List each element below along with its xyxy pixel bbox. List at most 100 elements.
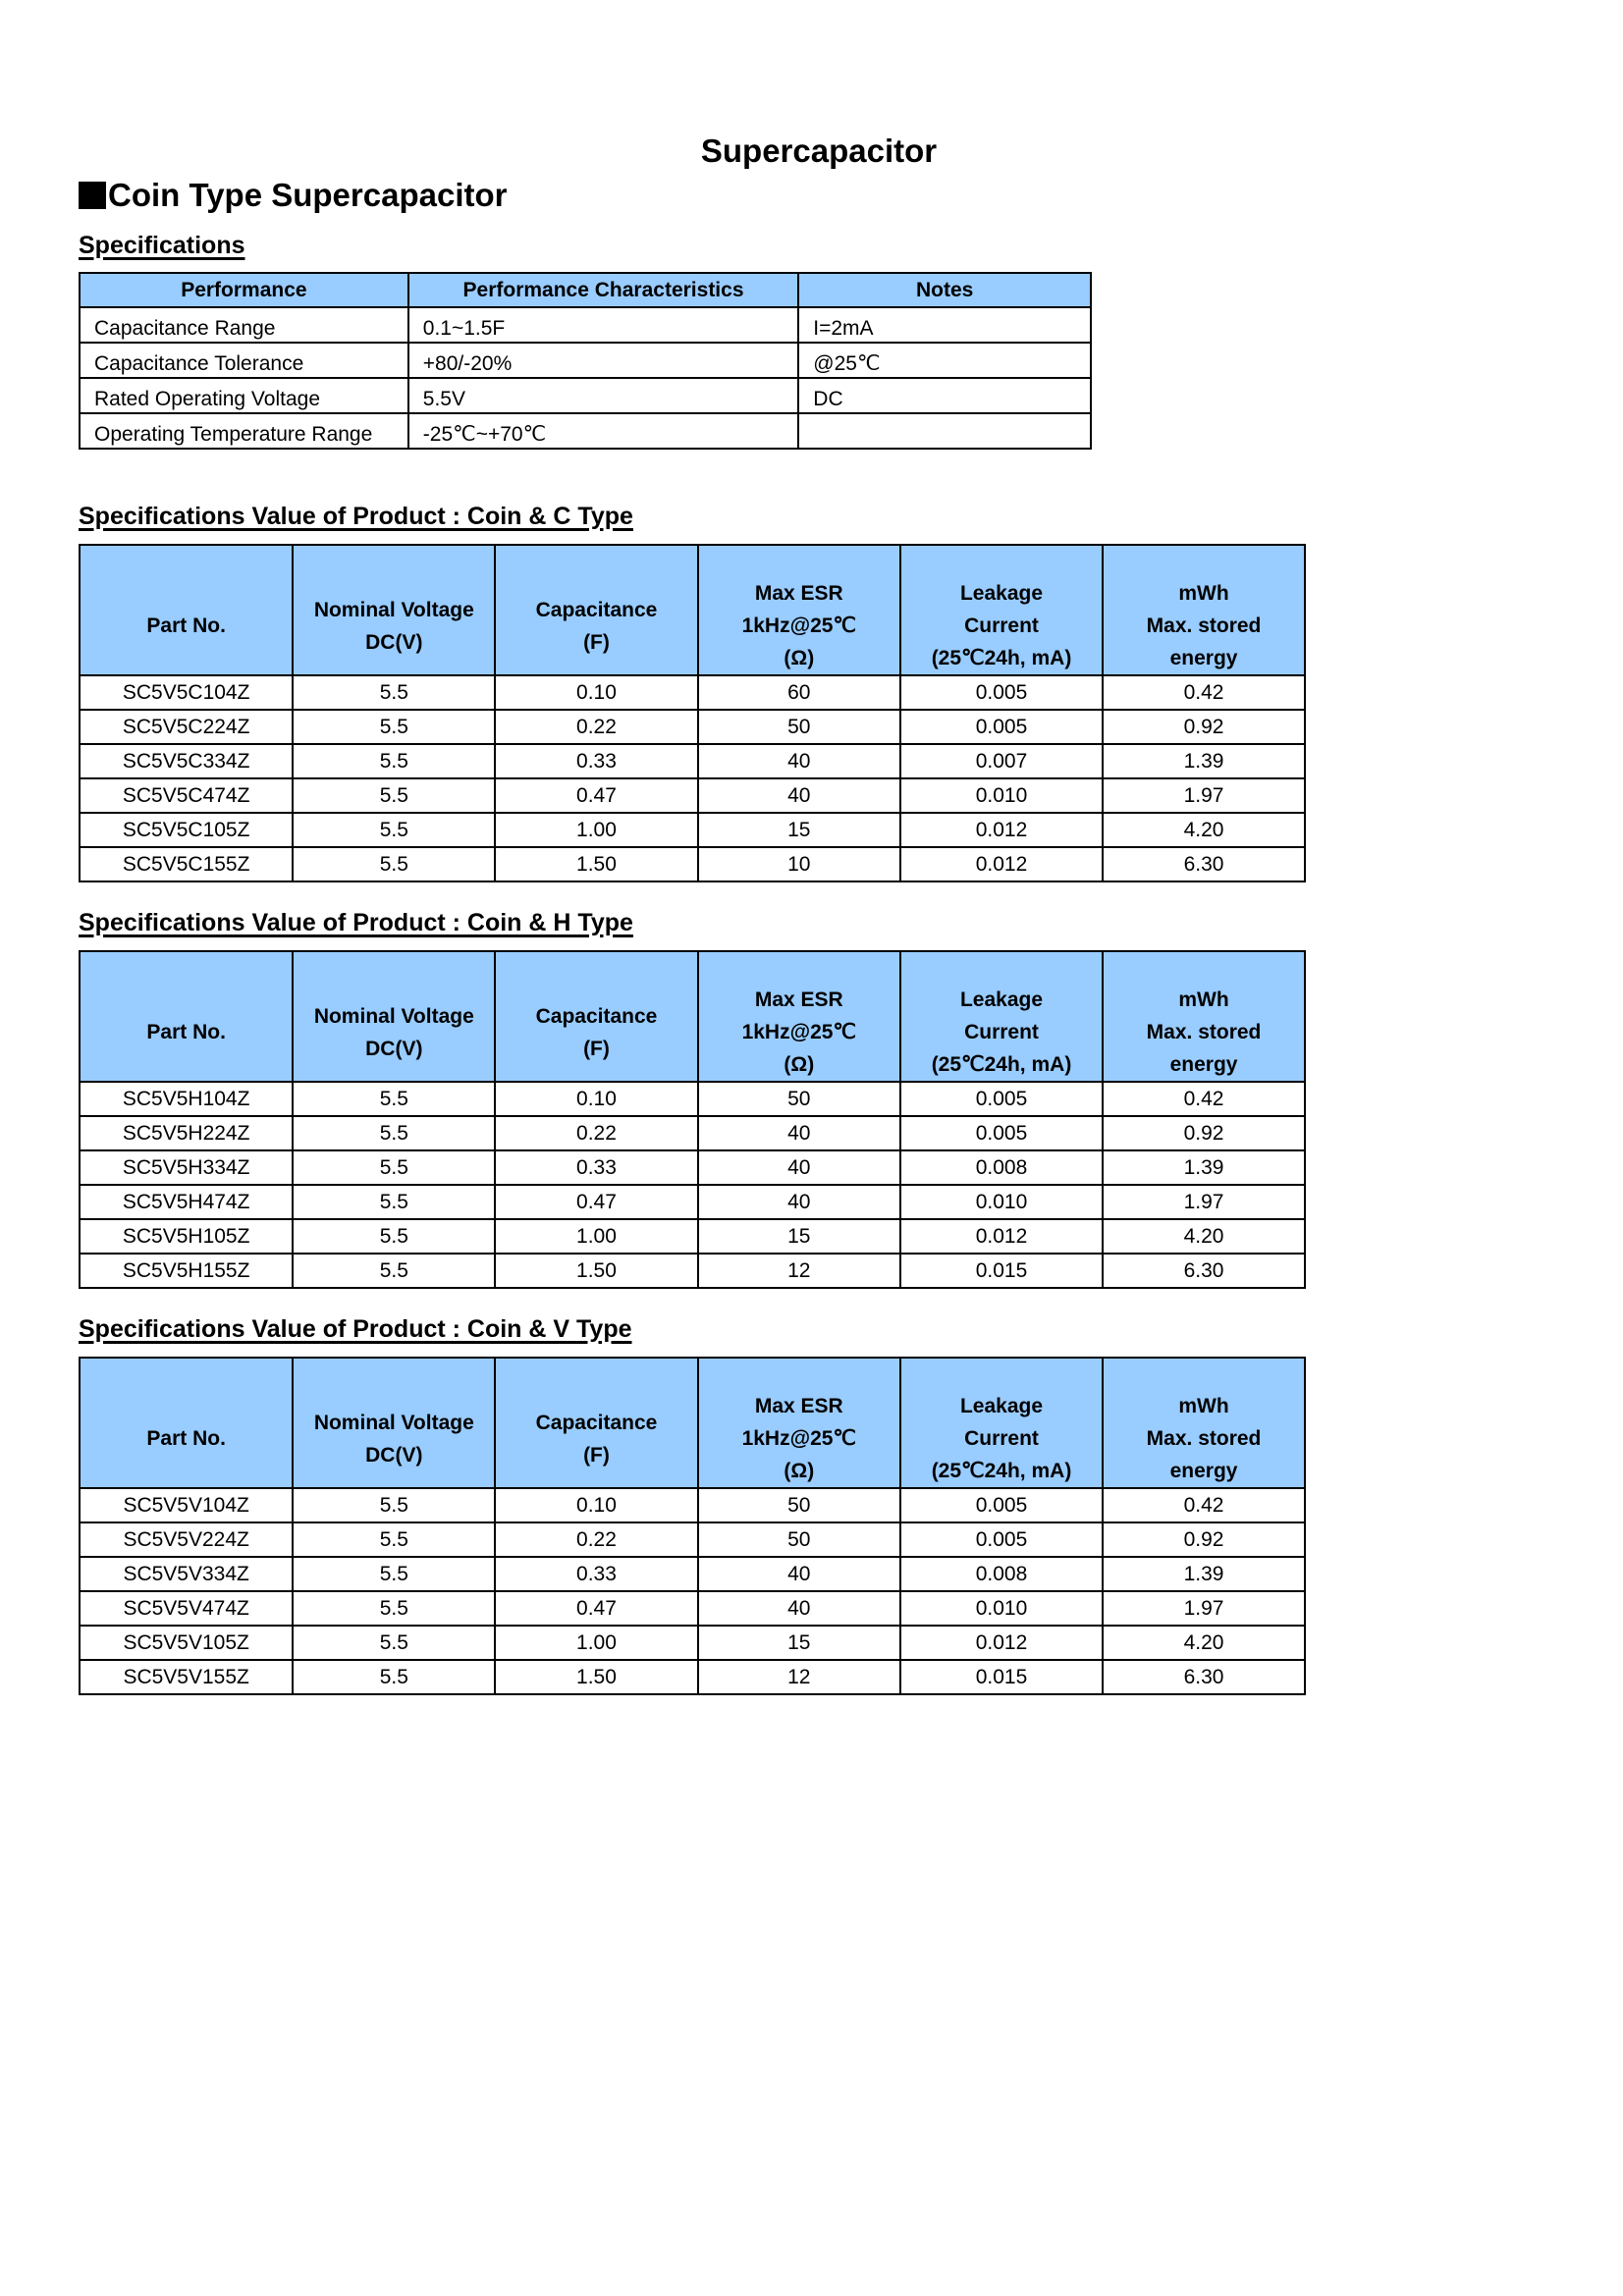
column-header-line: Leakage <box>959 582 1044 605</box>
table-cell: SC5V5V474Z <box>78 1590 295 1627</box>
column-header-line: Current <box>964 1021 1039 1043</box>
table-cell: 40 <box>696 1590 901 1627</box>
table-row: SC5V5H104Z 5.5 0.10 50 0.005 0.42 <box>78 1081 1306 1117</box>
table-row: SC5V5C224Z 5.5 0.22 50 0.005 0.92 <box>78 709 1306 745</box>
column-header-line: (25℃24h, mA) <box>931 647 1072 669</box>
table-cell: 5.5 <box>292 1522 497 1558</box>
table-cell: 0.22 <box>494 1522 699 1558</box>
table-cell: 0.005 <box>898 674 1105 711</box>
table-row: SC5V5V104Z 5.5 0.10 50 0.005 0.42 <box>78 1487 1306 1523</box>
table-cell: 5.5 <box>292 709 497 745</box>
column-header: Performance Characteristics <box>406 272 800 308</box>
table-cell: 5.5 <box>292 1590 497 1627</box>
table-cell: 0.33 <box>494 1556 699 1592</box>
table-row: SC5V5H155Z 5.5 1.50 12 0.015 6.30 <box>78 1253 1306 1289</box>
column-header: Max ESR 1kHz@25℃ (Ω) <box>696 1357 901 1489</box>
table-cell: 0.007 <box>898 743 1105 779</box>
table-cell: I=2mA <box>797 306 1092 344</box>
column-header: mWh Max. stored energy <box>1102 544 1306 676</box>
column-header-line: (Ω) <box>784 1460 815 1482</box>
table-cell: SC5V5C334Z <box>78 743 295 779</box>
table-cell: Rated Operating Voltage <box>79 377 409 414</box>
table-cell: 1.00 <box>494 812 699 848</box>
table-cell: 5.5 <box>292 777 497 814</box>
table-cell: 0.33 <box>494 743 699 779</box>
table-cell: 5.5 <box>292 1115 497 1151</box>
table-cell: 6.30 <box>1102 846 1306 882</box>
table-cell: 40 <box>696 1556 901 1592</box>
column-header-line: 1kHz@25℃ <box>741 1427 857 1450</box>
table-row: SC5V5V334Z 5.5 0.33 40 0.008 1.39 <box>78 1556 1306 1592</box>
table-cell: 0.1~1.5F <box>406 306 800 344</box>
table-cell: SC5V5H224Z <box>78 1115 295 1151</box>
column-header-line: energy <box>1169 1460 1238 1482</box>
table-row: SC5V5H105Z 5.5 1.00 15 0.012 4.20 <box>78 1218 1306 1255</box>
column-header-line: Max. stored <box>1146 614 1262 637</box>
table-cell: 0.33 <box>494 1149 699 1186</box>
table-cell: 5.5 <box>292 743 497 779</box>
page-title: Supercapacitor <box>700 133 938 169</box>
table-cell: -25℃~+70℃ <box>406 412 800 450</box>
table-cell: SC5V5H155Z <box>78 1253 295 1289</box>
column-header-line: Part No. <box>146 1427 226 1450</box>
table-cell: SC5V5H104Z <box>78 1081 295 1117</box>
table-cell: 0.22 <box>494 709 699 745</box>
table-row: SC5V5H334Z 5.5 0.33 40 0.008 1.39 <box>78 1149 1306 1186</box>
table-row: SC5V5V155Z 5.5 1.50 12 0.015 6.30 <box>78 1659 1306 1695</box>
table-cell: 5.5 <box>292 812 497 848</box>
column-header-line: DC(V) <box>365 1444 423 1467</box>
column-header: mWh Max. stored energy <box>1102 950 1306 1083</box>
column-header-line: (Ω) <box>784 1053 815 1076</box>
table-cell: 5.5 <box>292 1218 497 1255</box>
column-header: Capacitance (F) <box>494 950 699 1083</box>
table-cell: 5.5 <box>292 1149 497 1186</box>
table-cell: 5.5 <box>292 1556 497 1592</box>
column-header-line: Nominal Voltage <box>313 1005 474 1028</box>
c-type-table: Part No. Nominal Voltage DC(V) Capacitance (… <box>78 544 1306 882</box>
column-header: Part No. <box>78 544 295 676</box>
column-header-line: Leakage <box>959 1395 1044 1417</box>
table-cell: 1.50 <box>494 1659 699 1695</box>
table-cell: 12 <box>696 1253 901 1289</box>
column-header: mWh Max. stored energy <box>1102 1357 1306 1489</box>
column-header-line: Nominal Voltage <box>313 599 474 621</box>
table-row: SC5V5C334Z 5.5 0.33 40 0.007 1.39 <box>78 743 1306 779</box>
table-cell: 0.005 <box>898 1487 1105 1523</box>
v-type-label: Specifications Value of Product : Coin &… <box>79 1315 632 1343</box>
table-row: SC5V5V224Z 5.5 0.22 50 0.005 0.92 <box>78 1522 1306 1558</box>
table-cell: SC5V5H334Z <box>78 1149 295 1186</box>
column-header-line: Max ESR <box>754 582 843 605</box>
v-type-table: Part No. Nominal Voltage DC(V) Capacitance (… <box>78 1357 1306 1695</box>
table-cell: 12 <box>696 1659 901 1695</box>
table-header-row: Performance Performance Characteristics No… <box>79 272 1092 308</box>
table-cell: SC5V5C474Z <box>78 777 295 814</box>
table-cell: 0.47 <box>494 1590 699 1627</box>
column-header: Part No. <box>78 950 295 1083</box>
table-cell: 0.92 <box>1102 1115 1306 1151</box>
table-row: Capacitance Range 0.1~1.5F I=2mA <box>79 306 1092 344</box>
table-cell: 5.5 <box>292 1487 497 1523</box>
table-cell: 0.008 <box>898 1149 1105 1186</box>
table-cell: 4.20 <box>1102 1218 1306 1255</box>
table-cell: 40 <box>696 743 901 779</box>
table-row: SC5V5C474Z 5.5 0.47 40 0.010 1.97 <box>78 777 1306 814</box>
column-header-line: Current <box>964 614 1039 637</box>
table-cell: 15 <box>696 1218 901 1255</box>
table-cell: 1.97 <box>1102 1590 1306 1627</box>
section-heading: Coin Type Supercapacitor <box>79 177 507 214</box>
table-cell: 40 <box>696 1115 901 1151</box>
table-cell: Operating Temperature Range <box>79 412 409 450</box>
column-header-line: Part No. <box>146 614 226 637</box>
column-header-line: Nominal Voltage <box>313 1412 474 1434</box>
column-header: Nominal Voltage DC(V) <box>292 950 497 1083</box>
table-cell: 15 <box>696 812 901 848</box>
column-header-line: Part No. <box>146 1021 226 1043</box>
table-cell: SC5V5H105Z <box>78 1218 295 1255</box>
column-header: Max ESR 1kHz@25℃ (Ω) <box>696 950 901 1083</box>
column-header-line: Capacitance <box>535 1412 658 1434</box>
column-header-line: Current <box>964 1427 1039 1450</box>
column-header: Performance <box>79 272 409 308</box>
column-header-line: Max ESR <box>754 1395 843 1417</box>
table-cell: 0.92 <box>1102 709 1306 745</box>
table-cell: 0.010 <box>898 1184 1105 1220</box>
